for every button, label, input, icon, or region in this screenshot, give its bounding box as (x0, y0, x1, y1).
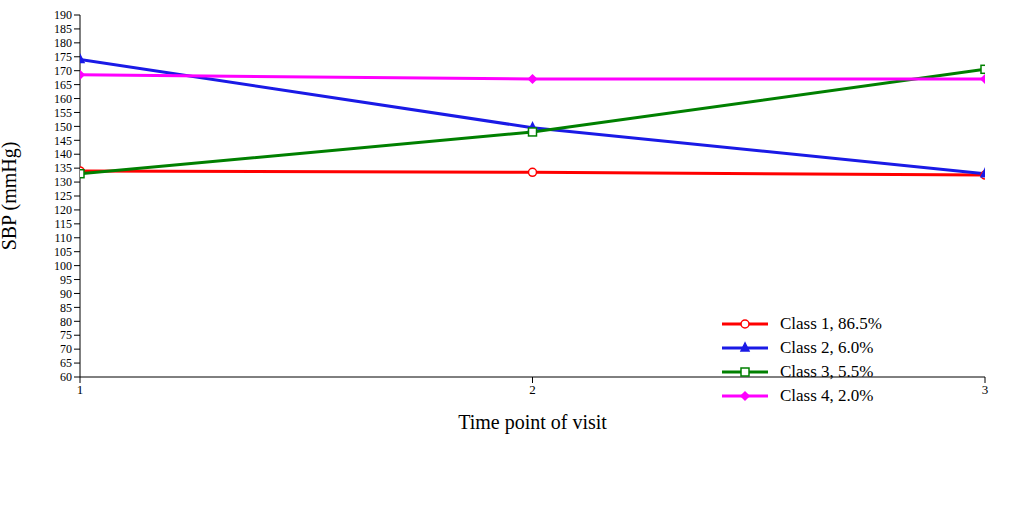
svg-text:180: 180 (54, 36, 72, 50)
html-text:Class 1, 86.5%: Class 1, 86.5% (780, 314, 882, 333)
svg-text:170: 170 (54, 64, 72, 78)
svg-text:90: 90 (60, 287, 72, 301)
svg-text:75: 75 (60, 328, 72, 342)
svg-text:100: 100 (54, 259, 72, 273)
html-text:Class 2, 6.0%: Class 2, 6.0% (780, 338, 874, 357)
svg-text:70: 70 (60, 342, 72, 356)
svg-text:145: 145 (54, 134, 72, 148)
svg-text:3: 3 (982, 382, 989, 397)
svg-text:140: 140 (54, 147, 72, 161)
svg-text:60: 60 (60, 370, 72, 384)
svg-text:1: 1 (77, 382, 84, 397)
svg-text:95: 95 (60, 273, 72, 287)
svg-text:85: 85 (60, 301, 72, 315)
svg-text:135: 135 (54, 161, 72, 175)
svg-text:SBP (mmHg): SBP (mmHg) (8, 142, 21, 251)
svg-text:130: 130 (54, 175, 72, 189)
svg-text:175: 175 (54, 50, 72, 64)
svg-text:155: 155 (54, 106, 72, 120)
svg-text:160: 160 (54, 92, 72, 106)
html-text:Class 4, 2.0%: Class 4, 2.0% (780, 386, 874, 405)
html-text:Class 3, 5.5%: Class 3, 5.5% (780, 362, 874, 381)
svg-text:2: 2 (529, 382, 536, 397)
svg-text:120: 120 (54, 203, 72, 217)
svg-text:80: 80 (60, 315, 72, 329)
svg-text:125: 125 (54, 189, 72, 203)
svg-text:65: 65 (60, 356, 72, 370)
svg-text:185: 185 (54, 22, 72, 36)
svg-text:Time point of visit: Time point of visit (458, 411, 607, 434)
svg-text:115: 115 (54, 217, 72, 231)
svg-text:110: 110 (54, 231, 72, 245)
svg-text:165: 165 (54, 78, 72, 92)
svg-text:150: 150 (54, 120, 72, 134)
svg-text:190: 190 (54, 8, 72, 22)
svg-text:105: 105 (54, 245, 72, 259)
